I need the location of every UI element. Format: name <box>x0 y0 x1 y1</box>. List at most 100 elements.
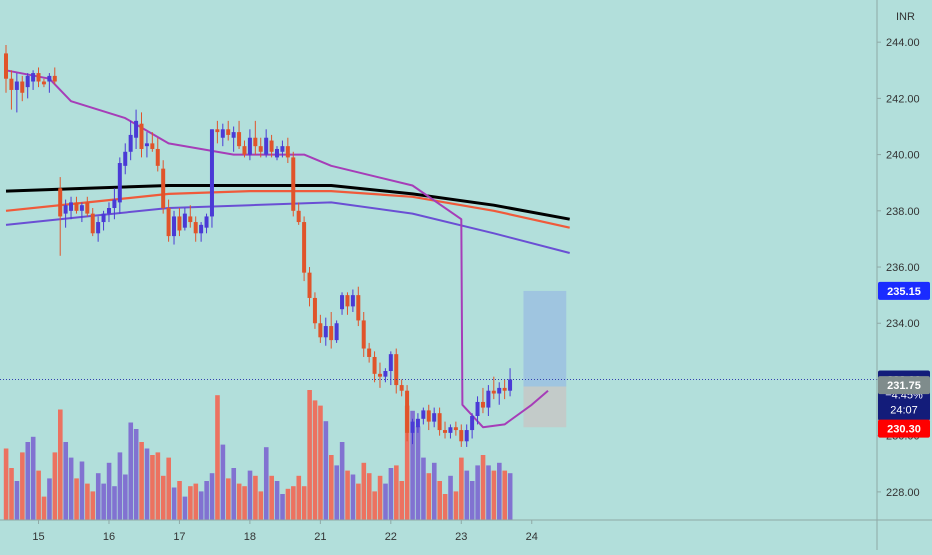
target-price-label-box <box>878 281 930 300</box>
volume-bar <box>144 448 150 520</box>
volume-bar <box>215 395 220 520</box>
candle-body <box>318 323 323 338</box>
x-tick-label: 16 <box>103 531 115 543</box>
x-tick-label: 24 <box>526 531 538 543</box>
candle-body <box>36 73 41 82</box>
position-target-zone <box>523 290 567 387</box>
candle-body <box>264 137 269 155</box>
candle-body <box>421 410 426 419</box>
y-tick-label: 242.00 <box>886 93 920 105</box>
volume-bar <box>166 457 171 520</box>
y-tick-label: 238.00 <box>886 206 920 218</box>
volume-bar <box>9 468 14 520</box>
candle-body <box>139 123 144 149</box>
candle-body <box>275 148 279 158</box>
ma-blue-line <box>5 201 570 254</box>
volume-bar <box>247 470 253 520</box>
candle-body <box>258 146 263 152</box>
candle-body <box>410 421 415 433</box>
volume-bar <box>133 429 139 520</box>
candle-body <box>155 148 160 166</box>
ma-red-line <box>5 190 570 229</box>
candle-body <box>508 379 513 391</box>
candle-body <box>52 75 57 82</box>
candle-body <box>312 297 317 324</box>
volume-bar <box>52 452 58 520</box>
volume-bar <box>128 422 134 520</box>
volume-bar <box>95 473 101 520</box>
ma-black-line <box>5 184 570 221</box>
y-tick-label: 234.00 <box>886 318 920 330</box>
candle-body <box>491 390 496 394</box>
volume-bar <box>182 496 188 520</box>
candle-body <box>14 81 19 90</box>
candle-body <box>470 416 475 431</box>
volume-bar <box>356 483 361 520</box>
volume-bar <box>372 491 377 520</box>
volume-bar <box>160 475 166 520</box>
volume-bar <box>258 491 264 520</box>
volume-bar <box>204 481 209 520</box>
candle-body <box>188 216 193 223</box>
volume-bar <box>383 483 388 520</box>
candle-body <box>399 385 404 391</box>
candle-body <box>63 205 68 214</box>
volume-bar <box>209 473 215 520</box>
candle-body <box>193 222 198 234</box>
volume-bar <box>236 483 242 520</box>
volume-bar <box>431 462 437 520</box>
candle-body <box>134 120 139 138</box>
candle-body <box>329 326 334 341</box>
candle-body <box>90 213 95 234</box>
candle-body <box>285 146 290 158</box>
volume-bar <box>193 483 199 520</box>
x-tick-label: 21 <box>314 531 326 543</box>
volume-bar <box>117 452 123 520</box>
volume-bar <box>486 465 491 520</box>
candle-body <box>41 81 46 85</box>
candle-body <box>475 401 480 416</box>
volume-bar <box>497 462 502 520</box>
volume-bar <box>198 491 204 520</box>
candle-body <box>361 320 366 349</box>
volume-bar <box>20 452 25 520</box>
x-tick-label: 15 <box>32 531 44 543</box>
volume-bar <box>25 442 31 520</box>
entry-price-label-text: 231.75 <box>887 380 921 392</box>
candle-body <box>372 356 377 374</box>
candle-body <box>242 146 247 155</box>
candle-body <box>166 208 171 237</box>
volume-bar <box>312 400 318 520</box>
candle-body <box>356 295 361 321</box>
volume-bar <box>285 488 291 520</box>
candle-body <box>47 75 52 82</box>
candle-body <box>247 137 252 155</box>
volume-bar <box>30 436 36 520</box>
entry-price-label-box <box>878 376 930 395</box>
candle-body <box>253 137 258 147</box>
candle-body <box>480 401 485 408</box>
candle-body <box>112 199 117 208</box>
candle-body <box>96 222 101 234</box>
candle-body <box>388 354 393 372</box>
candle-body <box>106 208 111 214</box>
candle-body <box>9 78 14 90</box>
volume-bar <box>85 483 90 520</box>
volume-bar <box>404 405 410 520</box>
volume-bar <box>388 468 394 520</box>
candle-body <box>502 387 507 391</box>
candle-body <box>69 202 74 211</box>
volume-bar <box>155 452 161 520</box>
candle-body <box>144 143 149 147</box>
volume-bar <box>507 473 513 520</box>
volume-bar <box>263 447 269 520</box>
candle-body <box>4 53 8 79</box>
volume-bar <box>329 455 334 520</box>
volume-bar <box>475 465 480 520</box>
volume-bar <box>296 475 302 520</box>
candle-body <box>405 390 410 433</box>
volume-bar <box>394 465 399 520</box>
volume-bar <box>426 473 432 520</box>
candle-body <box>394 354 399 386</box>
candle-body <box>123 151 128 166</box>
